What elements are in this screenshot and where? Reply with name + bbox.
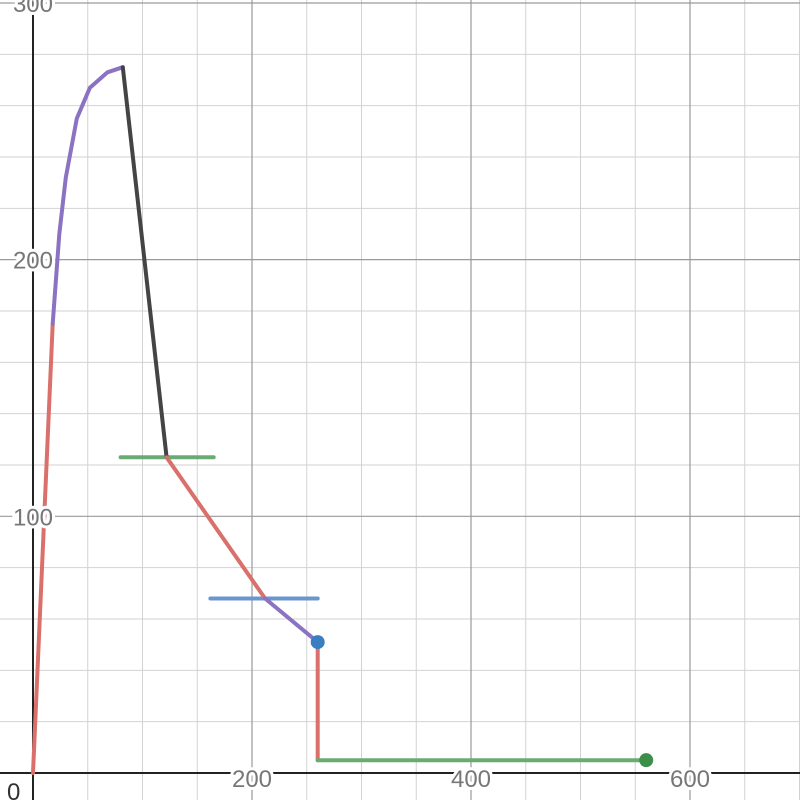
- x-tick-label: 600: [670, 766, 710, 793]
- y-tick-label: 200: [13, 248, 53, 275]
- data-points: [310, 635, 654, 768]
- series-segment: [164, 455, 268, 601]
- origin-label: 0: [7, 779, 20, 800]
- data-segments: [31, 65, 649, 775]
- y-tick-label: 300: [13, 0, 53, 18]
- x-tick-label: 200: [232, 766, 272, 793]
- data-point: [639, 753, 654, 768]
- x-tick-label: 400: [451, 766, 491, 793]
- series-segment: [50, 65, 125, 326]
- series-segment: [263, 596, 320, 645]
- y-tick-label: 100: [13, 504, 53, 531]
- data-point: [310, 635, 325, 650]
- tick-labels: 200 400 600 100 200 300 0: [7, 0, 713, 800]
- series-segment: [31, 321, 55, 775]
- series-segment: [120, 65, 169, 460]
